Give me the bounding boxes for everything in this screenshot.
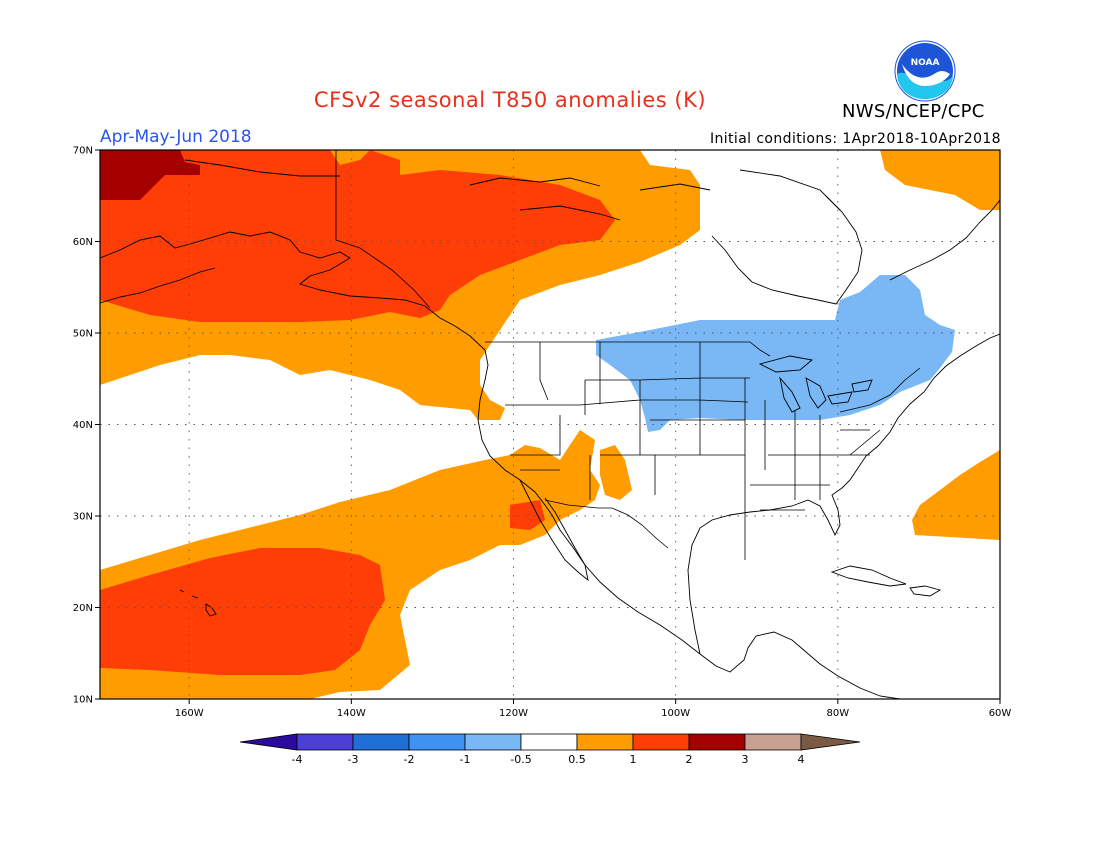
- legend-tick-label: 4: [798, 753, 805, 766]
- border-alaska-canada: [335, 150, 431, 309]
- legend-tick-label: 1: [630, 753, 637, 766]
- legend-tick-label: -1: [460, 753, 471, 766]
- initial-conditions-label: Initial conditions: 1Apr2018-10Apr2018: [709, 131, 1001, 147]
- anomaly-region-blue: [596, 275, 955, 432]
- coastline-alaska: [100, 231, 441, 319]
- season-label: Apr-May-Jun 2018: [100, 127, 252, 147]
- legend-swatch: [576, 733, 634, 751]
- legend-swatch: [744, 733, 802, 751]
- lat-tick-label: 60N: [73, 237, 93, 248]
- lat-tick-label: 50N: [73, 329, 93, 340]
- coastline-cuba: [830, 565, 907, 587]
- anomaly-region-red-south: [100, 548, 385, 675]
- lon-tick-label: 100W: [661, 708, 690, 719]
- legend-tick-label: 3: [742, 753, 749, 766]
- noaa-logo-icon: NOAA: [894, 40, 956, 102]
- legend-swatch: [408, 733, 466, 751]
- lon-tick-label: 80W: [827, 708, 850, 719]
- agency-label: NWS/NCEP/CPC: [842, 101, 985, 122]
- great-lakes: [758, 355, 873, 413]
- lat-tick-label: 20N: [73, 603, 93, 614]
- border-us-canada: [485, 341, 921, 413]
- coastlines: [100, 159, 1000, 699]
- legend-swatch: [632, 733, 690, 751]
- legend-tick-label: 0.5: [568, 753, 586, 766]
- longitude-labels: 160W 140W 120W 100W 80W 60W: [175, 699, 1012, 719]
- latitude-labels: 10N 20N 30N 40N 50N 60N 70N: [73, 146, 100, 706]
- anomaly-region-red-baja: [510, 500, 545, 530]
- legend-tick-label: -0.5: [510, 753, 531, 766]
- coastline-baja: [519, 479, 589, 582]
- lat-tick-label: 70N: [73, 146, 93, 157]
- anomaly-region-dark-red: [100, 150, 200, 200]
- coastline-hudson-bay: [711, 195, 863, 305]
- legend-tick-label: -2: [404, 753, 415, 766]
- anomaly-region-orange-arctic-east: [880, 150, 1000, 210]
- logo-text: NOAA: [911, 58, 940, 68]
- legend-swatch: [464, 733, 522, 751]
- legend-swatch: [296, 733, 354, 751]
- coastline-alaska-north: [184, 159, 340, 177]
- lat-tick-label: 10N: [73, 695, 93, 706]
- us-state-borders: [505, 342, 881, 560]
- legend-swatch: [688, 733, 746, 751]
- anomaly-region-orange-southwest: [600, 445, 632, 500]
- lon-tick-label: 60W: [989, 708, 1012, 719]
- border-us-mexico: [544, 499, 669, 549]
- coastline-hispaniola: [909, 585, 942, 597]
- legend-arrow-low: [239, 733, 298, 751]
- lat-tick-label: 40N: [73, 420, 93, 431]
- legend-swatch: [520, 733, 578, 751]
- coastline-west: [439, 317, 901, 699]
- coastline-gulf: [687, 333, 1000, 655]
- legend-swatch: [352, 733, 410, 751]
- legend-tick-label: -3: [348, 753, 359, 766]
- color-legend: -4 -3 -2 -1 -0.5 0.5 1 2 3 4: [239, 733, 861, 766]
- coastline-aleutians: [100, 267, 216, 304]
- political-borders: [335, 150, 921, 560]
- coastline-arctic-islands: [469, 169, 841, 221]
- lon-tick-label: 160W: [175, 708, 204, 719]
- anomaly-shading: [100, 150, 1000, 699]
- legend-arrow-high: [800, 733, 861, 751]
- legend-tick-label: -4: [292, 753, 303, 766]
- coastline-labrador: [889, 199, 1000, 281]
- legend-tick-label: 2: [686, 753, 693, 766]
- lon-tick-label: 120W: [499, 708, 528, 719]
- anomaly-region-orange-atlantic: [912, 450, 1000, 540]
- lat-tick-label: 30N: [73, 512, 93, 523]
- map-title: CFSv2 seasonal T850 anomalies (K): [313, 88, 707, 112]
- anomaly-region-red-north: [100, 150, 615, 322]
- lon-tick-label: 140W: [337, 708, 366, 719]
